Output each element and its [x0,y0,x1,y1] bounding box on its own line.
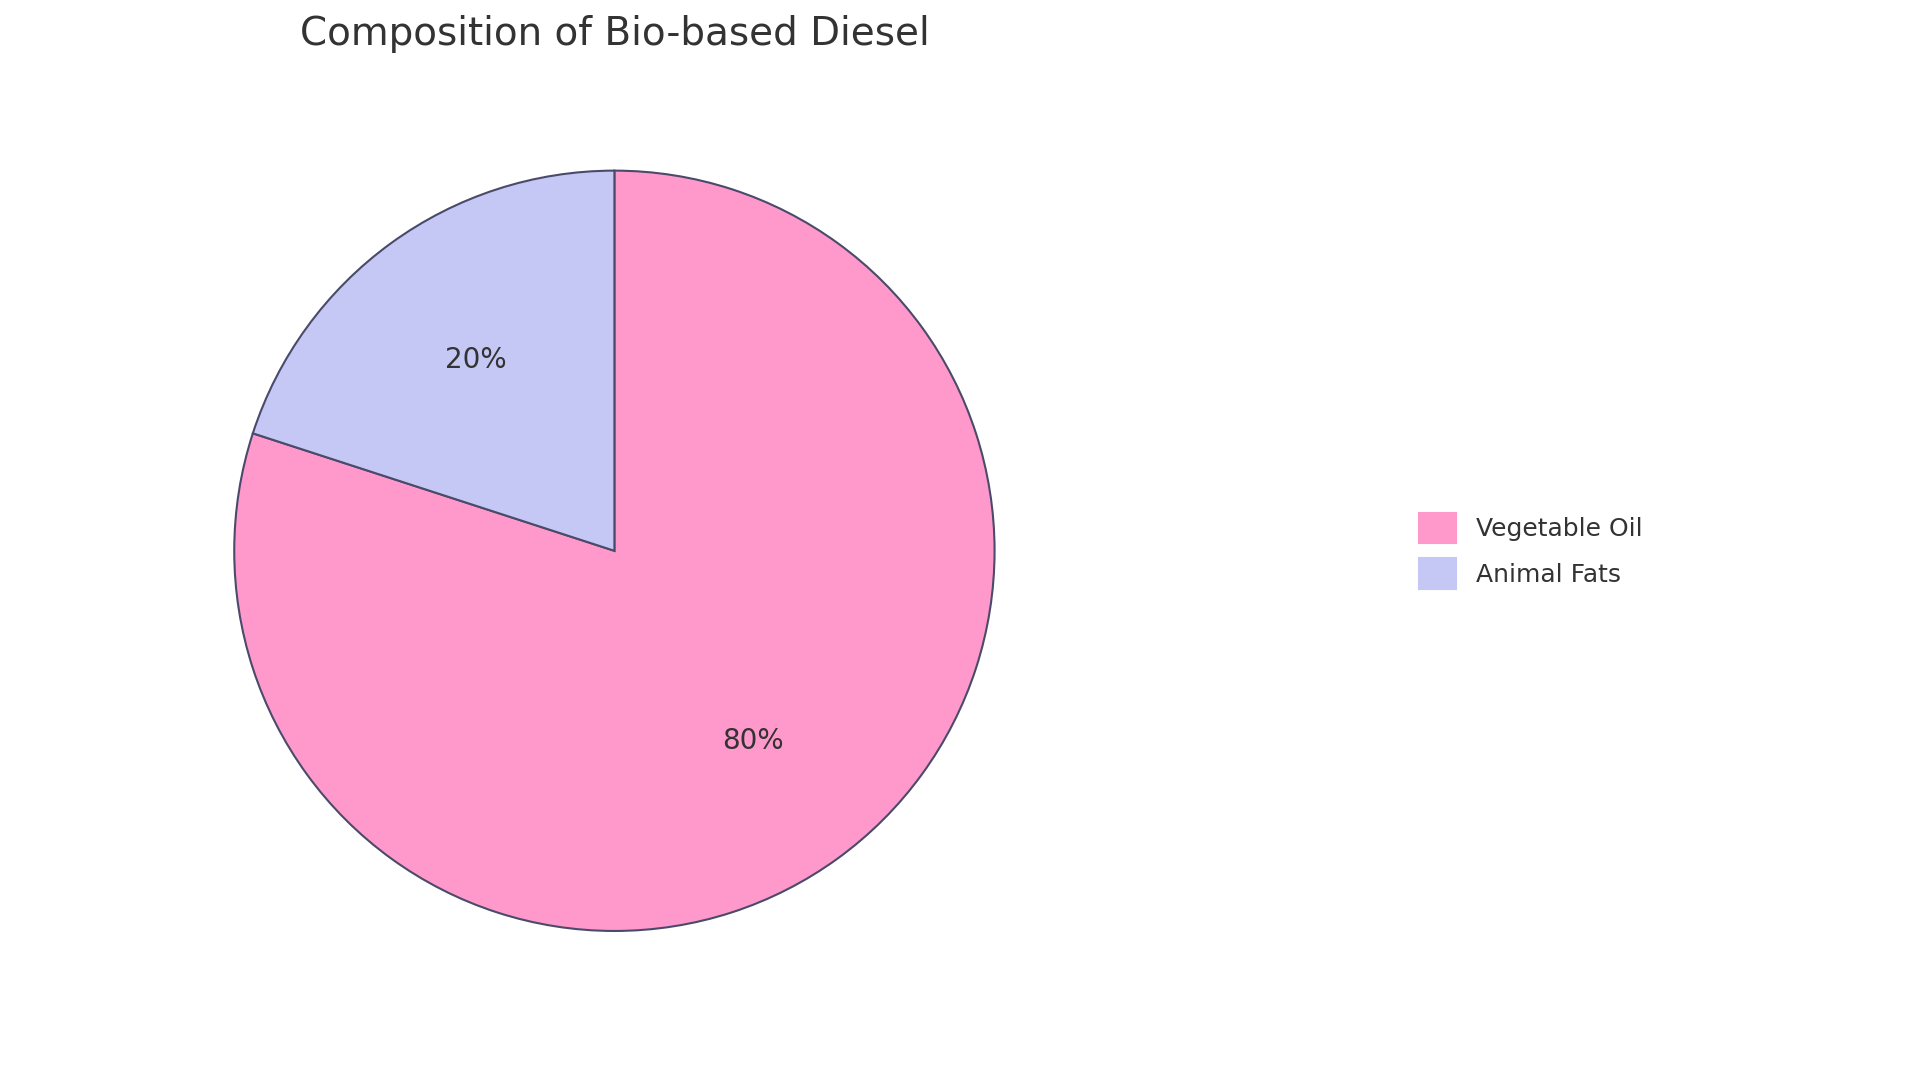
Legend: Vegetable Oil, Animal Fats: Vegetable Oil, Animal Fats [1405,500,1655,602]
Title: Composition of Bio-based Diesel: Composition of Bio-based Diesel [300,15,929,53]
Text: 20%: 20% [445,346,507,374]
Wedge shape [234,171,995,931]
Wedge shape [253,171,614,551]
Text: 80%: 80% [722,728,783,756]
